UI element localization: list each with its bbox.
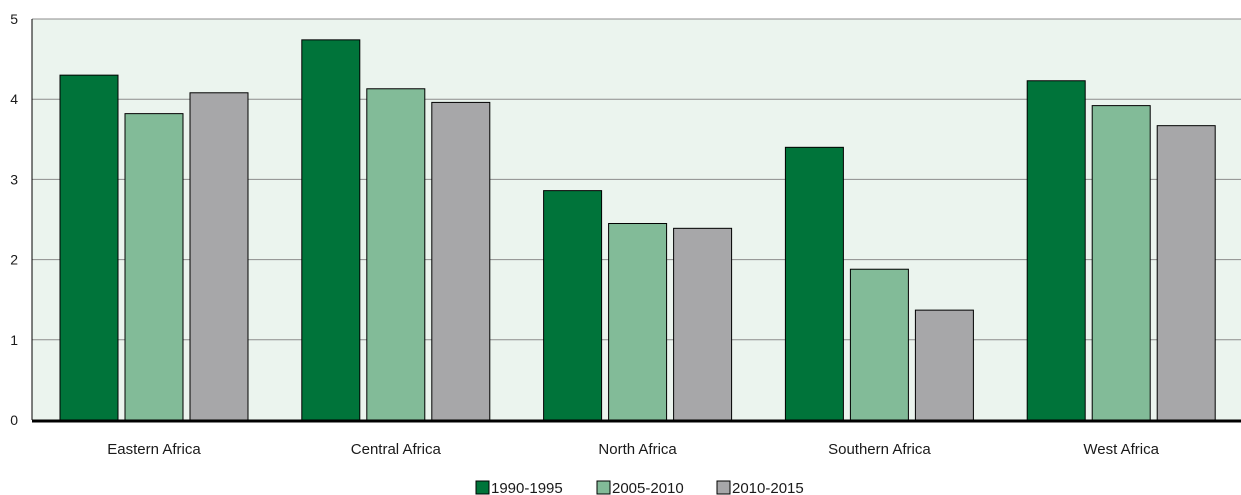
bar-2010-2015-north-africa xyxy=(673,227,733,421)
y-axis-ticks: 0 1 2 3 4 5 xyxy=(10,11,18,428)
bar-1990-1995-eastern-africa xyxy=(59,74,119,421)
legend-label: 1990-1995 xyxy=(491,480,563,495)
legend-item: 2010-2015 xyxy=(716,480,804,495)
legend-item: 2005-2010 xyxy=(596,480,684,495)
bar-2010-2015-eastern-africa xyxy=(189,92,249,421)
legend-label: 2005-2010 xyxy=(612,480,684,495)
legend: 1990-1995 2005-2010 2010-2015 xyxy=(475,480,804,495)
bar-2010-2015-central-africa xyxy=(431,101,491,421)
y-tick-label: 0 xyxy=(10,412,18,428)
bar-1990-1995-central-africa xyxy=(301,39,361,421)
y-tick-label: 4 xyxy=(10,91,18,107)
legend-item: 1990-1995 xyxy=(475,480,563,495)
category-label: North Africa xyxy=(598,441,677,458)
y-tick-label: 5 xyxy=(10,11,18,27)
bar-1990-1995-southern-africa xyxy=(784,146,844,421)
legend-swatch xyxy=(716,480,731,495)
bars xyxy=(59,39,1216,421)
legend-swatch xyxy=(596,480,611,495)
bar-2005-2010-central-africa xyxy=(366,88,426,421)
y-tick-label: 2 xyxy=(10,252,18,268)
bar-2010-2015-southern-africa xyxy=(914,309,974,421)
legend-swatch xyxy=(475,480,490,495)
category-label: West Africa xyxy=(1083,441,1159,458)
bar-2010-2015-west-africa xyxy=(1156,125,1216,421)
y-tick-label: 3 xyxy=(10,171,18,187)
y-tick-label: 1 xyxy=(10,332,18,348)
bar-2005-2010-southern-africa xyxy=(849,268,909,421)
bar-1990-1995-west-africa xyxy=(1026,80,1086,421)
bar-2005-2010-west-africa xyxy=(1091,105,1151,421)
category-label: Central Africa xyxy=(351,441,442,458)
category-label: Eastern Africa xyxy=(107,441,201,458)
legend-label: 2010-2015 xyxy=(732,480,804,495)
x-axis-category-labels: Eastern Africa Central Africa North Africa… xyxy=(107,441,1159,458)
category-label: Southern Africa xyxy=(828,441,931,458)
bar-1990-1995-north-africa xyxy=(543,190,603,421)
bar-2005-2010-eastern-africa xyxy=(124,113,184,421)
bar-2005-2010-north-africa xyxy=(608,223,668,421)
